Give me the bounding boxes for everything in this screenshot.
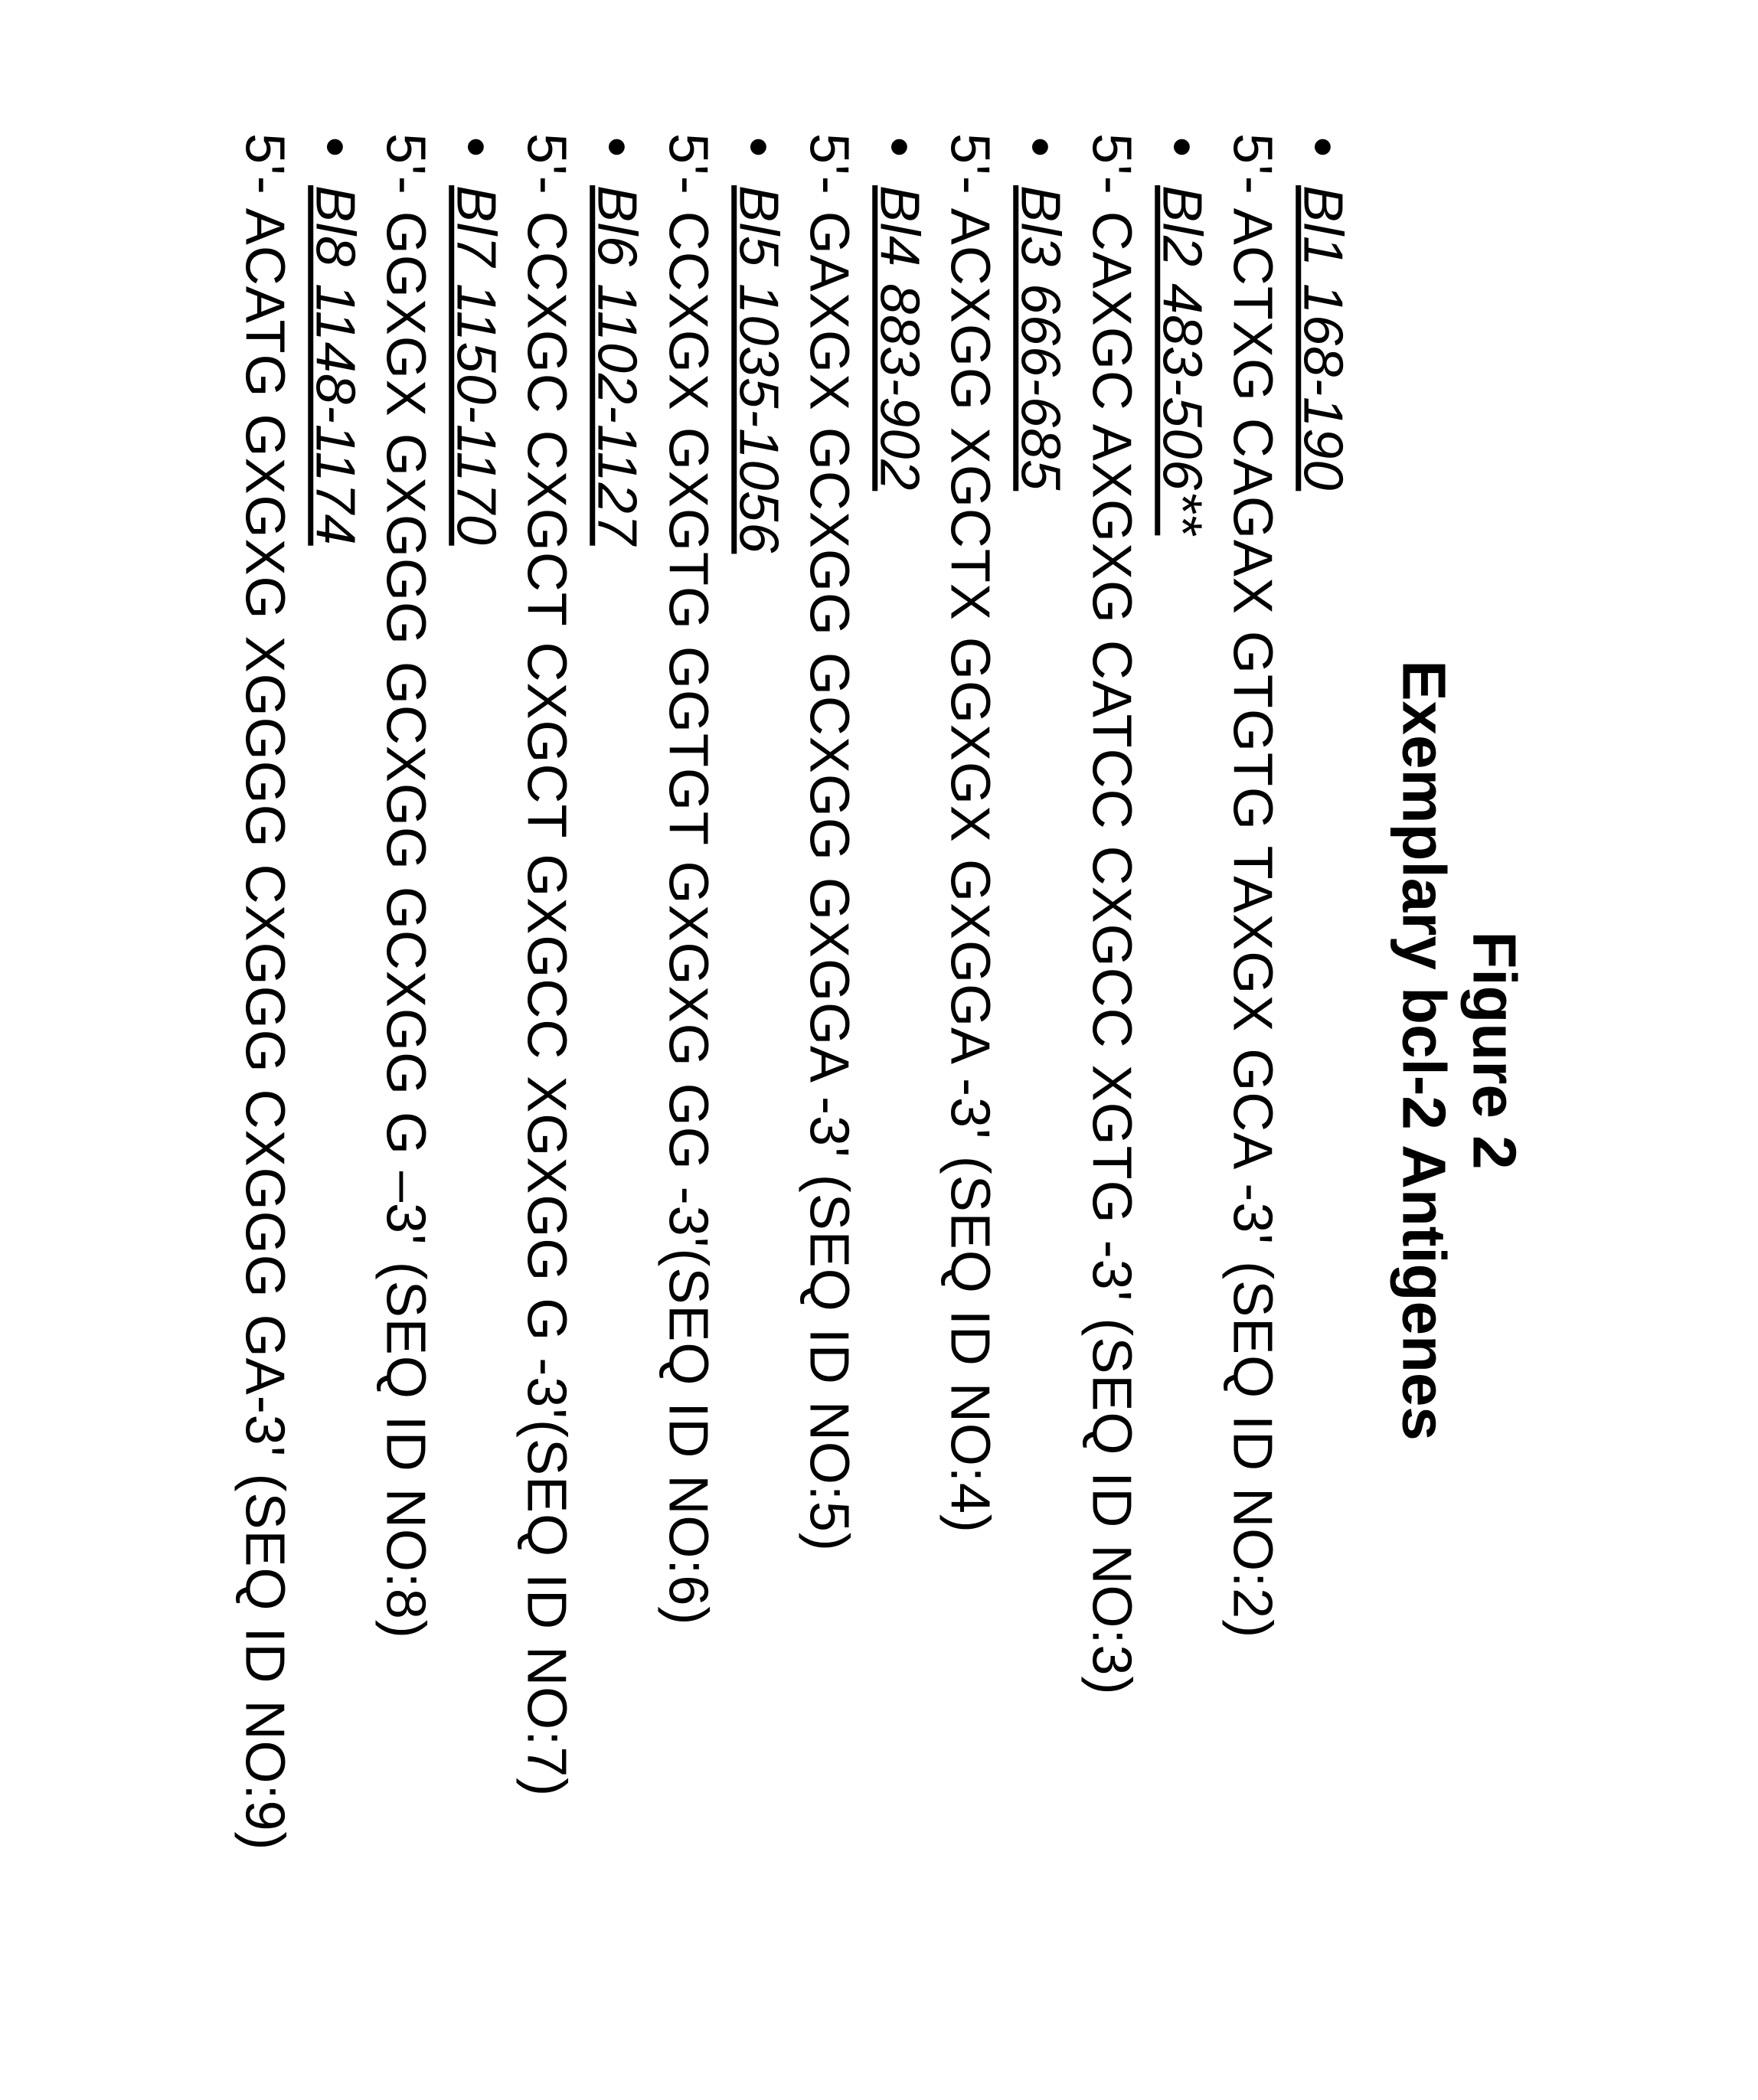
entry-label: Bl7 1150-1170 xyxy=(440,185,511,546)
list-item: • Bl2 483-506** xyxy=(1146,132,1217,1969)
figure-heading: Figure 2 Exemplary bcl-2 Antigenes xyxy=(1388,132,1529,1969)
entry-label: Bl1 168-190 xyxy=(1287,185,1358,491)
entry-label: Bl8 1148-1174 xyxy=(299,185,370,546)
entry-sequence: 5'- GAXGX GCXGG GCXGG GXGGA -3' (SEQ ID … xyxy=(793,132,864,1969)
entry-sequence: 5'- CCXGC CXGCT CXGCT GXGCC XGXGG G -3'(… xyxy=(511,132,581,1969)
entry-label: Bl2 483-506** xyxy=(1146,185,1217,535)
entry-label: Bl3 666-685 xyxy=(1005,185,1075,491)
entry-sequence: 5'- ACXGG XGCTX GGXGX GXGGA -3' (SEQ ID … xyxy=(934,132,1005,1969)
list-item: • Bl7 1150-1170 xyxy=(440,132,511,1969)
bullet-icon: • xyxy=(582,132,652,162)
figure-number: Figure 2 xyxy=(1459,132,1529,1969)
bullet-icon: • xyxy=(1005,132,1075,162)
entry-sequence: 5'- CAXGC AXGXG CATCC CXGCC XGTG -3' (SE… xyxy=(1076,132,1146,1969)
bullet-icon: • xyxy=(864,132,934,162)
entries-list: • Bl1 168-190 5'- ACTXG CAGAX GTGTG TAXG… xyxy=(229,132,1358,1969)
entry-sequence: 5'- ACTXG CAGAX GTGTG TAXGX GCA -3' (SEQ… xyxy=(1217,132,1287,1969)
list-item: • Bl6 1102-1127 xyxy=(582,132,652,1969)
bullet-icon: • xyxy=(440,132,511,162)
bullet-icon: • xyxy=(1287,132,1358,162)
entry-label: Bl4 883-902 xyxy=(864,185,934,491)
figure-title: Exemplary bcl-2 Antigenes xyxy=(1388,132,1459,1969)
bullet-icon: • xyxy=(299,132,370,162)
entry-sequence: 5'- CCXGX GXGTG GGTGT GXGXG GG -3'(SEQ I… xyxy=(652,132,723,1969)
entry-label: Bl6 1102-1127 xyxy=(582,185,652,546)
page: Figure 2 Exemplary bcl-2 Antigenes • Bl1… xyxy=(0,0,1758,2100)
bullet-icon: • xyxy=(723,132,793,162)
list-item: • Bl8 1148-1174 xyxy=(299,132,370,1969)
list-item: • Bl3 666-685 xyxy=(1005,132,1075,1969)
entry-label: Bl5 1035-1056 xyxy=(723,185,793,554)
bullet-icon: • xyxy=(1146,132,1217,162)
list-item: • Bl1 168-190 xyxy=(1287,132,1358,1969)
figure-content: Figure 2 Exemplary bcl-2 Antigenes • Bl1… xyxy=(229,132,1530,1969)
entry-sequence: 5'- GGXGX GXGGG GCXGG GCXGG G –3' (SEQ I… xyxy=(370,132,440,1969)
entry-sequence: 5'- ACATG GXGXG XGGGG CXGGG CXGGG GA-3' … xyxy=(229,132,299,1969)
list-item: • Bl5 1035-1056 xyxy=(723,132,793,1969)
list-item: • Bl4 883-902 xyxy=(864,132,934,1969)
